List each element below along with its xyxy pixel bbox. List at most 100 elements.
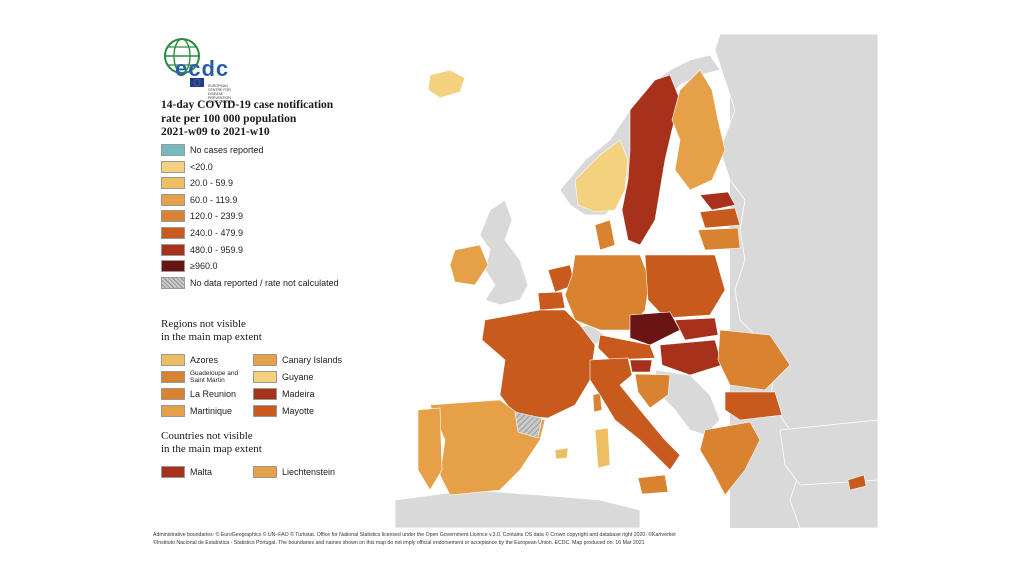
legend-swatch (161, 227, 185, 239)
region-sardinia (594, 427, 611, 469)
legend-swatch-hatched (161, 276, 185, 289)
country-ireland (449, 244, 489, 286)
legend-label: 120.0 - 239.9 (190, 211, 244, 222)
eu-countries[interactable] (417, 69, 867, 496)
legend-item: <20.0 (161, 160, 421, 173)
legend-label: ≥960.0 (190, 261, 218, 272)
region-label: Guadeloupe and Saint Martin (190, 370, 239, 384)
country-latvia (699, 207, 741, 229)
logo-text: ecdc (175, 56, 230, 81)
legend-swatch (161, 243, 185, 256)
region-item: Canary Islands (253, 354, 373, 366)
region-label: Azores (190, 355, 219, 365)
title-line-2: rate per 100 000 population (161, 112, 297, 125)
country-swatch (161, 466, 185, 478)
attribution-footer: Administrative boundaries: © EuroGeograp… (153, 531, 853, 547)
country-item: Malta (161, 466, 281, 478)
region-swatch (161, 388, 185, 400)
country-finland (671, 69, 726, 191)
legend-item: 20.0 - 59.9 (161, 177, 421, 190)
title-line-3: 2021-w09 to 2021-w10 (161, 126, 270, 138)
country-slovenia (629, 359, 653, 373)
region-item: Guadeloupe and Saint Martin (161, 370, 281, 384)
region-label: Martinique (190, 406, 233, 416)
region-balearics (554, 447, 569, 460)
region-corsica (592, 392, 603, 413)
legend-item: 60.0 - 119.9 (161, 193, 421, 206)
country-austria (597, 334, 656, 361)
legend-swatch (161, 210, 185, 223)
region-item: Guyane (253, 371, 373, 383)
regions-title-line-2: in the main map extent (161, 331, 262, 343)
country-croatia (634, 373, 671, 409)
country-italy (589, 357, 681, 471)
country-poland (644, 254, 726, 319)
country-czechia (629, 311, 681, 346)
legend-swatch (161, 260, 185, 273)
region-swatch (253, 405, 277, 417)
legend-label: 60.0 - 119.9 (190, 194, 238, 205)
country-france (481, 309, 596, 419)
country-lithuania (697, 227, 741, 251)
legend-swatch (161, 144, 185, 156)
country-belgium (537, 291, 566, 311)
country-label: Malta (190, 467, 213, 477)
country-sweden (621, 74, 681, 246)
legend-item: No data reported / rate not calculated (161, 276, 421, 289)
legend-label: No cases reported (190, 145, 264, 155)
footer-line-1: Administrative boundaries: © EuroGeograp… (153, 532, 676, 538)
regions-title-line-1: Regions not visible (161, 318, 246, 330)
legend-item: 120.0 - 239.9 (161, 210, 421, 223)
map-title: 14-day COVID-19 case notification rate p… (161, 99, 391, 140)
region-sicily (637, 474, 669, 495)
country-norway (574, 139, 629, 213)
legend-swatch (161, 177, 185, 190)
country-portugal (417, 407, 443, 491)
country-germany (564, 254, 651, 331)
legend-label: <20.0 (190, 161, 213, 172)
region-item: Mayotte (253, 405, 373, 417)
region-swatch (161, 354, 185, 366)
region-label: Madeira (282, 389, 315, 399)
country-greece (699, 421, 761, 496)
countries-title-line-1: Countries not visible (161, 430, 253, 442)
legend-item: ≥960.0 (161, 260, 421, 273)
legend-swatch (161, 193, 185, 206)
region-catalonia-no-data (514, 411, 543, 439)
logo-subtitle: EUROPEAN CENTRE FOR DISEASE PREVENTION A… (208, 84, 234, 104)
region-swatch (161, 371, 185, 383)
region-swatch (161, 405, 185, 417)
legend-item: No cases reported (161, 144, 421, 156)
country-swatch (253, 466, 277, 478)
region-item: La Reunion (161, 388, 281, 400)
country-hungary (659, 339, 723, 376)
country-romania (717, 329, 791, 391)
legend-label: 20.0 - 59.9 (190, 178, 234, 189)
legend-item: 480.0 - 959.9 (161, 243, 421, 256)
region-item: Azores (161, 354, 281, 366)
legend-label: 480.0 - 959.9 (190, 244, 244, 255)
country-slovakia (674, 317, 719, 341)
countries-section-title: Countries not visible in the main map ex… (161, 430, 361, 456)
country-item: Liechtenstein (253, 466, 373, 478)
legend-item: 240.0 - 479.9 (161, 227, 421, 239)
region-label: Mayotte (282, 406, 315, 416)
region-label: Canary Islands (282, 355, 343, 365)
country-estonia (699, 191, 736, 211)
region-swatch (253, 388, 277, 400)
region-swatch (253, 371, 277, 383)
region-swatch (253, 354, 277, 366)
legend-swatch (161, 160, 185, 173)
region-item: Martinique (161, 405, 281, 417)
country-bulgaria (724, 391, 783, 421)
region-label: Guyane (282, 372, 314, 382)
region-label: La Reunion (190, 389, 237, 399)
region-item: Madeira (253, 388, 373, 400)
legend-label: 240.0 - 479.9 (190, 228, 244, 238)
ecdc-logo (164, 38, 204, 87)
countries-title-line-2: in the main map extent (161, 443, 262, 455)
country-cyprus (847, 474, 867, 491)
country-denmark (594, 219, 616, 251)
title-line-1: 14-day COVID-19 case notification (161, 99, 334, 111)
